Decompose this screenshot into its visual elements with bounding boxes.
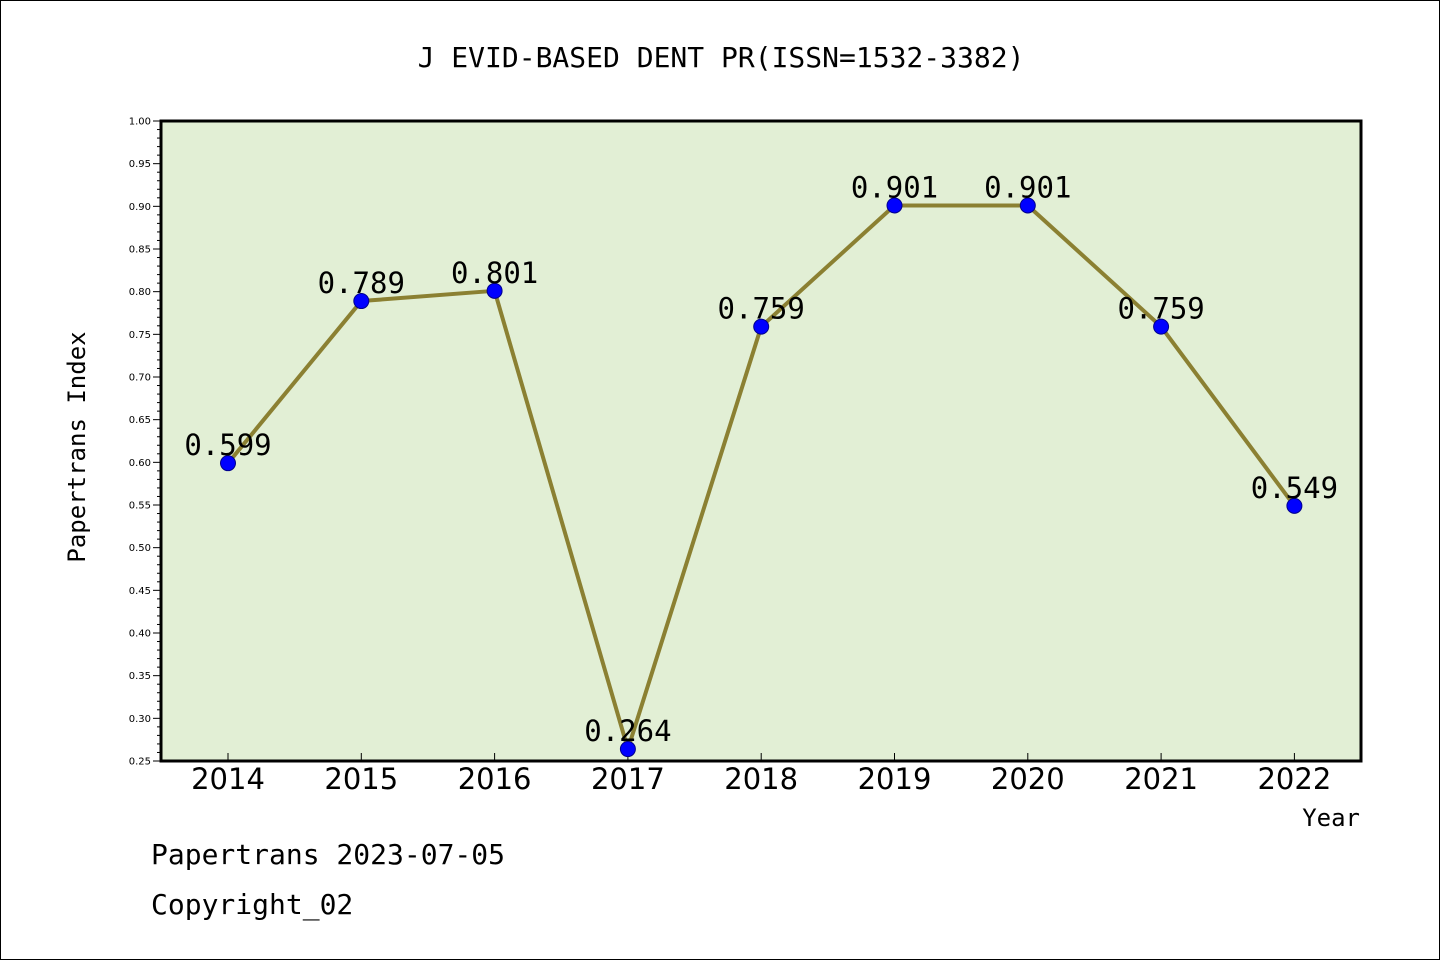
data-point xyxy=(1286,497,1303,514)
x-tick-label: 2017 xyxy=(591,762,665,796)
data-point xyxy=(220,455,236,472)
plot-area xyxy=(161,121,1361,761)
x-tick-label: 2022 xyxy=(1257,762,1331,796)
y-axis-label: Papertrans Index xyxy=(63,331,91,562)
y-tick-label: 0.55 xyxy=(129,501,151,512)
y-tick-label: 0.80 xyxy=(129,287,151,298)
y-tick-label: 0.35 xyxy=(129,671,151,682)
y-tick-label: 0.75 xyxy=(129,330,151,341)
x-tick-label: 2020 xyxy=(991,762,1065,796)
data-point xyxy=(753,318,770,335)
x-tick-label: 2015 xyxy=(324,762,398,796)
y-tick-label: 0.30 xyxy=(129,714,151,725)
x-tick-label: 2016 xyxy=(458,762,532,796)
y-tick-label: 0.25 xyxy=(129,757,151,768)
data-label: 0.801 xyxy=(451,256,538,290)
data-label: 0.264 xyxy=(584,714,671,748)
x-tick-label: 2019 xyxy=(858,762,932,796)
data-point xyxy=(619,741,636,758)
y-tick-label: 1.00 xyxy=(129,117,151,128)
y-tick-label: 0.65 xyxy=(129,415,151,426)
x-tick-label: 2018 xyxy=(724,762,798,796)
y-tick-label: 0.50 xyxy=(129,543,151,554)
data-label: 0.549 xyxy=(1251,471,1338,505)
data-label: 0.599 xyxy=(184,428,271,462)
data-point xyxy=(486,282,503,299)
x-tick-label: 2021 xyxy=(1124,762,1198,796)
data-point xyxy=(1019,197,1036,214)
y-axis-ticks: 0.25 0.30 0.35 0.40 0.45 0.50 0.55 0.60 0.65 0.70… xyxy=(129,117,161,768)
data-label: 0.759 xyxy=(718,292,805,326)
series-markers xyxy=(220,197,1303,758)
y-tick-label: 0.45 xyxy=(129,586,151,597)
data-point xyxy=(353,293,370,310)
x-axis-ticks: 2014 2015 2016 2017 2018 2019 2020 2021 2022 xyxy=(191,753,1331,796)
plot-border xyxy=(159,119,1363,763)
y-tick-label: 0.60 xyxy=(129,458,151,469)
data-labels: 0.599 0.789 0.801 0.264 0.759 0.901 0.901 0.759… xyxy=(184,170,1338,748)
data-label: 0.901 xyxy=(851,170,938,204)
x-axis-label: Year xyxy=(1302,804,1360,832)
y-tick-label: 0.40 xyxy=(129,629,151,640)
data-point xyxy=(886,197,903,214)
footer-date: Papertrans 2023-07-05 xyxy=(151,838,505,871)
y-tick-label: 0.90 xyxy=(129,202,151,213)
footer-copyright: Copyright_02 xyxy=(151,888,353,922)
data-label: 0.901 xyxy=(984,170,1071,204)
data-label: 0.759 xyxy=(1117,292,1204,326)
chart-title: J EVID-BASED DENT PR(ISSN=1532-3382) xyxy=(418,41,1025,74)
y-tick-label: 0.85 xyxy=(129,245,151,256)
data-label: 0.789 xyxy=(318,266,405,300)
data-point xyxy=(1153,318,1170,335)
y-tick-label: 0.70 xyxy=(129,373,151,384)
x-tick-label: 2014 xyxy=(191,762,265,796)
y-tick-label: 0.95 xyxy=(129,159,151,170)
